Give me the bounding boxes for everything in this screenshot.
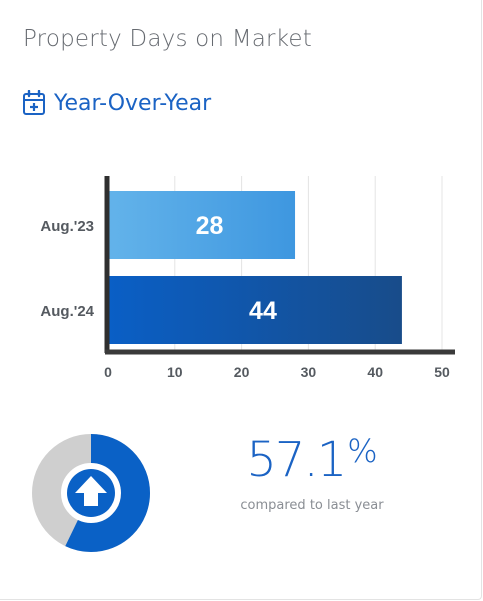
percent-sign: % — [347, 432, 378, 470]
percent-value: 57.1 — [246, 432, 347, 488]
comparison-caption: compared to last year — [240, 498, 384, 513]
donut-value-arc — [32, 434, 150, 552]
bar — [108, 276, 402, 344]
x-tick-label: 20 — [234, 364, 250, 380]
bar-value-label: 44 — [249, 297, 277, 325]
x-tick-label: 10 — [167, 364, 183, 380]
widget-title: Property Days on Market — [23, 26, 312, 52]
percent-change: 57.1% — [226, 432, 398, 488]
x-tick-label: 0 — [104, 364, 112, 380]
days-on-market-bar-chart: 28 44 0 10 20 30 40 50 Aug.'23 Aug.'24 — [40, 176, 455, 380]
arrow-up-icon — [67, 469, 115, 517]
bar-value-label: 28 — [196, 212, 224, 240]
period-text: Year-Over-Year — [54, 90, 212, 116]
yoy-change-donut — [32, 434, 150, 552]
x-tick-label: 50 — [434, 364, 450, 380]
x-tick-label: 40 — [367, 364, 383, 380]
x-tick-label: 30 — [301, 364, 317, 380]
period-label: Year-Over-Year — [22, 90, 211, 116]
calendar-plus-icon — [23, 90, 45, 115]
category-label: Aug.'23 — [40, 218, 94, 235]
category-label: Aug.'24 — [40, 303, 94, 320]
bar — [108, 191, 296, 259]
